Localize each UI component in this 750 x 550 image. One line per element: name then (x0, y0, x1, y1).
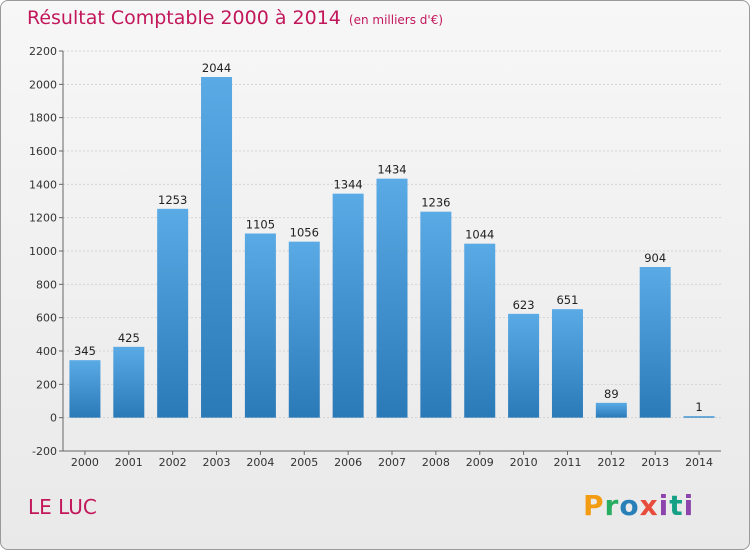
bar (420, 211, 452, 418)
data-label: 1105 (246, 218, 275, 232)
y-tick-label: 0 (50, 412, 57, 425)
commune-name: LE LUC (28, 495, 97, 519)
x-tick-label: 2001 (115, 456, 143, 469)
chart-title-text: Résultat Comptable 2000 à 2014 (27, 7, 341, 29)
bar (157, 208, 189, 418)
y-tick-label: -200 (32, 445, 57, 458)
x-tick-label: 2008 (422, 456, 450, 469)
data-label: 1434 (377, 163, 406, 177)
bar (244, 233, 276, 418)
x-tick-label: 2007 (378, 456, 406, 469)
bar (551, 309, 583, 418)
data-label: 2044 (202, 61, 231, 75)
y-tick-label: 2000 (29, 78, 57, 91)
y-tick-label: 1600 (29, 145, 57, 158)
data-label: 904 (644, 251, 666, 265)
data-label: 1 (695, 400, 702, 414)
bar (464, 243, 496, 418)
bar (508, 313, 540, 418)
data-label: 651 (556, 293, 578, 307)
data-label: 1044 (465, 228, 494, 242)
y-tick-label: 800 (36, 278, 57, 291)
bar (639, 267, 671, 418)
bar (683, 416, 715, 418)
bar (376, 178, 408, 418)
x-tick-label: 2009 (466, 456, 494, 469)
x-tick-label: 2012 (597, 456, 625, 469)
bar (113, 346, 145, 418)
y-tick-label: 400 (36, 345, 57, 358)
bar (288, 241, 320, 418)
x-tick-label: 2006 (334, 456, 362, 469)
y-tick-label: 600 (36, 312, 57, 325)
y-tick-label: 1400 (29, 178, 57, 191)
bar (201, 77, 233, 418)
data-label: 345 (74, 344, 96, 358)
x-tick-label: 2014 (685, 456, 713, 469)
x-tick-label: 2004 (246, 456, 274, 469)
data-label: 623 (513, 298, 535, 312)
chart-title: Résultat Comptable 2000 à 2014 (en millie… (27, 7, 443, 29)
data-label: 425 (118, 331, 140, 345)
x-tick-label: 2003 (203, 456, 231, 469)
x-tick-label: 2013 (641, 456, 669, 469)
x-tick-label: 2005 (290, 456, 318, 469)
x-tick-label: 2011 (553, 456, 581, 469)
y-tick-label: 1000 (29, 245, 57, 258)
x-tick-label: 2010 (510, 456, 538, 469)
data-label: 1236 (421, 196, 450, 210)
chart-unit: (en milliers d'€) (348, 13, 444, 27)
data-label: 1056 (290, 226, 319, 240)
data-label: 1253 (158, 193, 187, 207)
proxiti-logo: Proxiti (583, 489, 695, 522)
data-label: 89 (604, 387, 619, 401)
x-tick-label: 2002 (159, 456, 187, 469)
x-tick-label: 2000 (71, 456, 99, 469)
y-tick-label: 1200 (29, 212, 57, 225)
bar (595, 402, 627, 418)
y-tick-label: 2200 (29, 45, 57, 58)
bar (332, 193, 364, 418)
data-label: 1344 (333, 178, 362, 192)
y-tick-label: 200 (36, 378, 57, 391)
y-tick-label: 1800 (29, 112, 57, 125)
bar (69, 360, 101, 418)
